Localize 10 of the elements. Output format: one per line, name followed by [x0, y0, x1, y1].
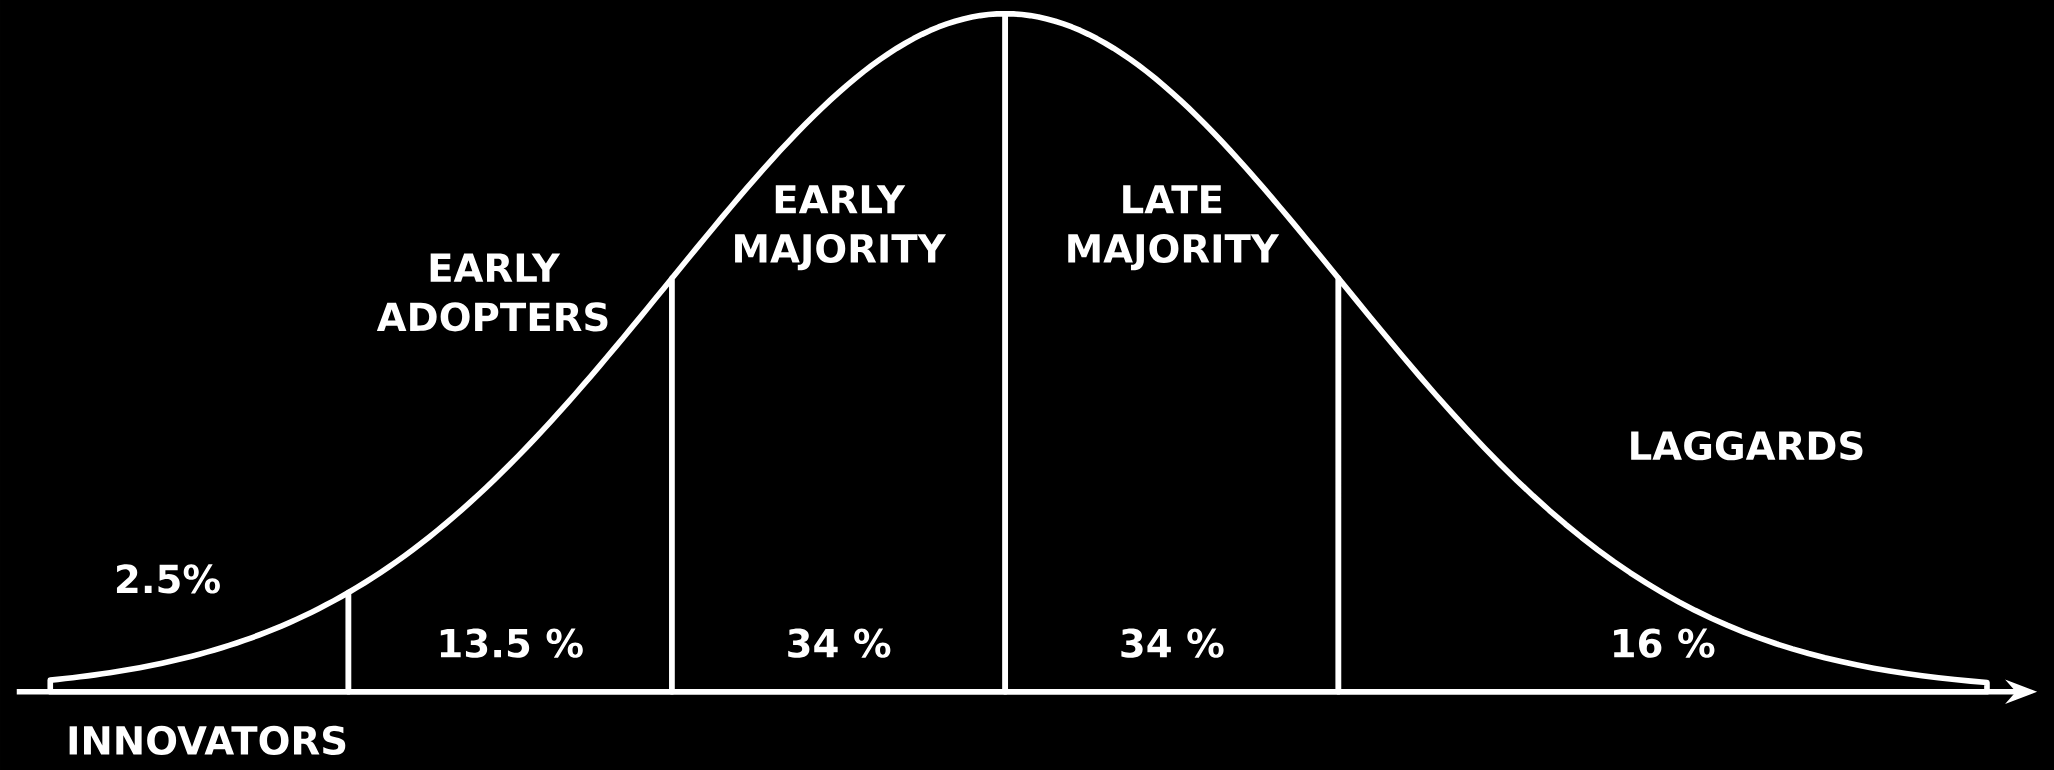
- category-label: INNOVATORS: [69, 725, 346, 756]
- data-label: 34 %: [1121, 628, 1224, 658]
- data-label: 16 %: [1614, 628, 1715, 658]
- category-label: LAGGARDS: [1631, 431, 1863, 461]
- data-label: 13.5 %: [440, 628, 583, 658]
- category-label: EARLY ADOPTERS: [376, 253, 608, 332]
- category-label: EARLY MAJORITY: [735, 185, 947, 271]
- data-label: 34 %: [788, 628, 891, 658]
- category-label: LATE MAJORITY: [1068, 185, 1280, 271]
- data-label: 2.5%: [116, 564, 220, 594]
